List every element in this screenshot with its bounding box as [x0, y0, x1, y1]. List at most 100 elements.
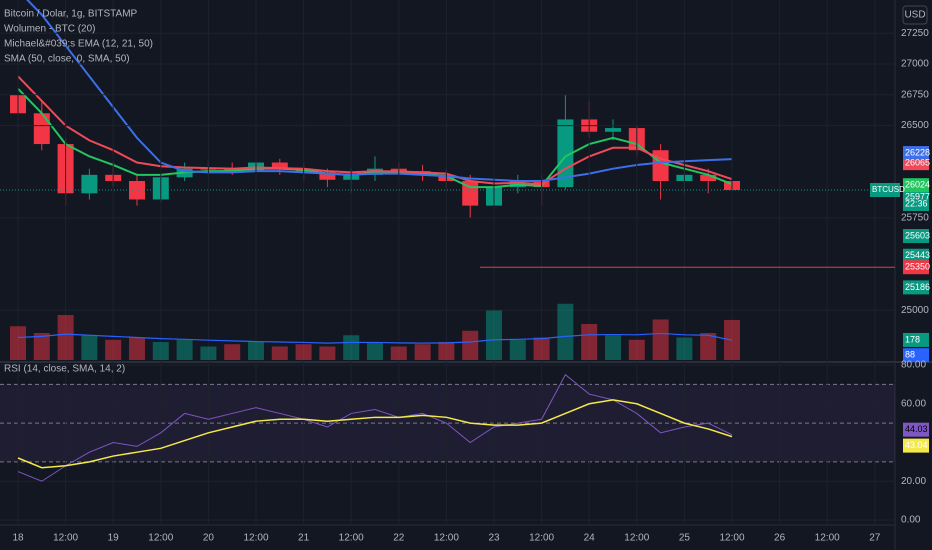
price-pane	[10, 0, 740, 268]
y-tick-label: 27000	[901, 59, 929, 70]
indicator-tag: 26228	[905, 147, 930, 157]
sma-title: SMA (50, close, 0, SMA, 50)	[4, 54, 130, 65]
x-tick-label: 24	[584, 533, 596, 544]
volume-bar	[224, 344, 241, 360]
volume-title: Wolumen - BTC (20)	[4, 24, 96, 35]
volume-bar	[533, 337, 550, 360]
candle-body	[33, 113, 50, 145]
volume-bar	[152, 342, 169, 360]
volume-tag-bg	[903, 332, 929, 347]
x-tick-label: 27	[869, 533, 881, 544]
volume-bar	[295, 344, 312, 360]
symbol-tag: BTCUSD	[872, 185, 905, 194]
volume-bar	[81, 335, 98, 360]
indicator-line	[17, 87, 733, 189]
volume-bar	[676, 337, 693, 360]
countdown: 22:36	[905, 198, 928, 208]
x-tick-label: 12:00	[339, 533, 364, 544]
price-tag-bg	[903, 229, 929, 244]
x-tick-label: 12:00	[815, 533, 840, 544]
volume-bar	[10, 326, 26, 360]
volume-bar	[581, 324, 598, 360]
volume-bar	[605, 335, 621, 360]
x-tick-label: 12:00	[529, 533, 554, 544]
symbol-title: Bitcoin / Dolar, 1g, BITSTAMP	[4, 9, 138, 20]
volume-bar	[33, 333, 50, 360]
volume-bar	[462, 330, 479, 360]
candle-body	[700, 174, 717, 181]
x-tick-label: 25	[679, 533, 691, 544]
rsi-tag-bg	[903, 422, 929, 437]
y-tick-label: 26750	[901, 89, 929, 100]
price-tag: 25186	[905, 282, 930, 292]
last-price-tag: 25977	[905, 191, 930, 201]
volume-ma-line	[17, 332, 733, 344]
x-tick-label: 26	[774, 533, 786, 544]
candle-body	[652, 150, 669, 181]
y-tick-label: 26500	[901, 120, 929, 131]
volume-bar	[390, 346, 407, 360]
y-tick-label: 25000	[901, 305, 929, 316]
candle-body	[81, 174, 98, 194]
x-tick-label: 12:00	[53, 533, 78, 544]
indicator-tag: 26024	[905, 180, 930, 190]
indicator-tag-bg	[903, 178, 929, 193]
volume-bar	[343, 335, 360, 360]
y-tick-label: 0.00	[901, 515, 921, 526]
rsi-line	[17, 399, 733, 469]
x-tick-label: 12:00	[148, 533, 173, 544]
x-tick-label: 20	[203, 533, 215, 544]
volume-ma-tag: 88	[905, 350, 915, 360]
candle-body	[319, 172, 336, 180]
volume-bar	[509, 339, 526, 360]
x-tick-label: 12:00	[434, 533, 459, 544]
y-tick-label: 80.00	[901, 360, 926, 371]
price-tag: 25350	[905, 262, 930, 272]
volume-bar	[319, 346, 336, 360]
candle-body	[129, 181, 145, 200]
currency-button[interactable]	[902, 5, 928, 25]
indicator-tag-bg	[903, 146, 929, 161]
price-tag: 25603	[905, 230, 930, 240]
volume-bar	[271, 346, 288, 360]
candle-body	[605, 128, 621, 132]
ema-title: Michael&#039;s EMA (12, 21, 50)	[4, 39, 153, 50]
y-tick-label: 25750	[901, 213, 929, 224]
currency[interactable]: USD	[904, 10, 925, 21]
rsi-tag-bg	[903, 438, 929, 453]
x-tick-label: 19	[108, 533, 120, 544]
volume-bar	[486, 310, 502, 360]
price-tag-bg	[903, 280, 929, 295]
candle-body	[271, 162, 288, 169]
x-tick-label: 12:00	[624, 533, 649, 544]
volume-tag: 178	[905, 334, 920, 344]
indicator-tag: 26065	[905, 158, 930, 168]
volume-bar	[176, 339, 193, 360]
x-tick-label: 12:00	[719, 533, 744, 544]
x-tick-label: 22	[393, 533, 405, 544]
volume-bar	[700, 333, 717, 360]
volume-bar	[557, 303, 574, 360]
y-tick-label: 60.00	[901, 398, 926, 409]
y-tick-label: 27250	[901, 28, 929, 39]
volume-ma-tag-bg	[903, 348, 929, 363]
x-tick-label: 12:00	[243, 533, 268, 544]
volume-bar	[628, 339, 645, 360]
y-tick-label: 20.00	[901, 476, 926, 487]
price-tag: 25443	[905, 250, 930, 260]
volume-bar	[248, 342, 264, 360]
x-tick-label: 18	[12, 533, 24, 544]
price-tag-bg	[903, 260, 929, 275]
rsi-tag: 43.04	[905, 440, 928, 450]
rsi-tag: 44.03	[905, 424, 928, 434]
volume-bar	[200, 346, 217, 360]
volume-bar	[105, 339, 122, 360]
x-tick-label: 23	[488, 533, 500, 544]
symbol-tag-bg	[870, 182, 900, 197]
indicator-line	[26, 0, 733, 182]
rsi-title: RSI (14, close, SMA, 14, 2)	[4, 364, 125, 375]
volume-bar	[438, 342, 455, 360]
volume-bar	[414, 344, 431, 360]
x-tick-label: 21	[298, 533, 310, 544]
